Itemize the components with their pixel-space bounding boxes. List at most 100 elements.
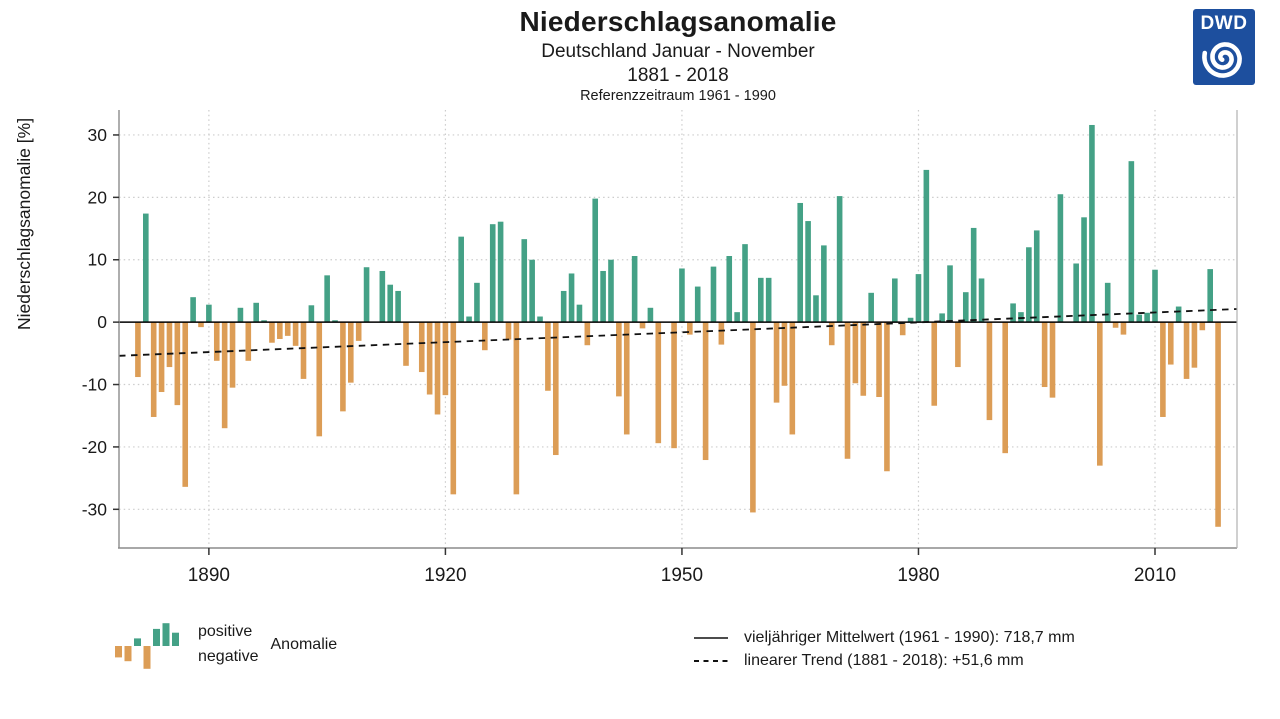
bar-1977 — [892, 278, 898, 323]
legend-mean-row: vieljähriger Mittelwert (1961 - 1990): 7… — [694, 626, 1075, 649]
bar-1955 — [718, 322, 725, 345]
bar-1969 — [828, 322, 835, 346]
bar-1967 — [813, 295, 819, 323]
bar-1889 — [198, 322, 204, 328]
dwd-spiral-icon — [1202, 42, 1242, 78]
bar-1906 — [332, 320, 338, 323]
bar-1883 — [150, 322, 157, 417]
bar-1954 — [710, 266, 717, 323]
bar-1982 — [931, 322, 938, 406]
bar-1992 — [1010, 303, 1016, 323]
bar-1897 — [261, 320, 267, 323]
bar-1975 — [876, 322, 882, 398]
legend-anomaly-label: Anomalie — [270, 636, 338, 653]
bar-1978 — [899, 322, 906, 336]
x-tick-1950: 1950 — [661, 565, 703, 586]
x-tick-1980: 1980 — [897, 565, 939, 586]
bar-1912 — [379, 270, 386, 323]
y-tick-0: 0 — [97, 312, 107, 332]
bar-1918 — [426, 322, 433, 395]
bar-1934 — [552, 322, 559, 456]
bar-1994 — [1026, 247, 1032, 323]
bar-1973 — [860, 322, 867, 396]
bar-1986 — [962, 292, 969, 323]
bar-1974 — [868, 292, 874, 323]
bar-1976 — [884, 322, 890, 472]
bar-1894 — [237, 307, 244, 323]
dashed-line-icon — [694, 659, 728, 662]
dwd-logo-label: DWD — [1200, 13, 1248, 34]
bar-1929 — [513, 322, 520, 495]
bar-1979 — [907, 317, 914, 323]
bar-1888 — [190, 297, 196, 323]
bar-2012 — [1167, 322, 1174, 365]
bar-1927 — [497, 221, 504, 323]
y-tick--20: -20 — [82, 437, 108, 457]
bar-1950 — [679, 268, 685, 323]
bar-1951 — [687, 322, 693, 335]
bar-1996 — [1041, 322, 1048, 388]
bar-1972 — [852, 322, 859, 384]
bar-2010 — [1152, 269, 1158, 323]
bar-2005 — [1112, 322, 1119, 328]
bar-1963 — [781, 322, 788, 386]
bar-2018 — [1215, 322, 1221, 527]
bar-1926 — [489, 224, 496, 323]
bar-1901 — [292, 322, 299, 346]
bar-1887 — [182, 322, 189, 487]
y-tick--30: -30 — [82, 499, 108, 519]
bar-1886 — [174, 322, 181, 406]
bar-1941 — [608, 259, 614, 323]
bar-1968 — [821, 245, 827, 323]
bar-1989 — [986, 322, 993, 421]
bar-2007 — [1128, 161, 1135, 323]
bar-1903 — [308, 305, 315, 323]
bar-1942 — [616, 322, 622, 397]
chart-period: 1881 - 2018 — [627, 65, 729, 87]
legend-lines: vieljähriger Mittelwert (1961 - 1990): 7… — [694, 626, 1075, 672]
bar-1937 — [576, 304, 583, 323]
bar-1904 — [316, 322, 323, 437]
bar-1985 — [955, 322, 961, 368]
bar-1998 — [1057, 194, 1064, 323]
bar-1981 — [923, 169, 930, 323]
bar-1964 — [789, 322, 796, 435]
bar-1962 — [773, 322, 780, 403]
bar-1991 — [1002, 322, 1009, 454]
bar-1909 — [355, 322, 362, 341]
bar-1966 — [805, 221, 811, 323]
bar-2013 — [1175, 306, 1182, 323]
bar-1925 — [482, 322, 488, 351]
bar-1936 — [568, 273, 575, 323]
bar-1956 — [726, 256, 733, 323]
bar-1932 — [537, 316, 543, 323]
y-tick-10: 10 — [88, 250, 108, 270]
bar-1913 — [387, 284, 394, 323]
bar-1931 — [529, 259, 535, 323]
bar-1939 — [592, 198, 599, 323]
bar-1899 — [277, 322, 283, 339]
bar-1957 — [734, 312, 740, 323]
bar-1885 — [166, 322, 173, 368]
bar-1896 — [253, 302, 259, 323]
solid-line-icon — [694, 636, 728, 639]
legend-anomaly: positive negative Anomalie — [112, 610, 337, 680]
bar-1993 — [1018, 312, 1024, 323]
bar-1919 — [434, 322, 441, 415]
bar-2008 — [1136, 314, 1143, 323]
bar-1890 — [206, 304, 212, 323]
bar-1947 — [655, 322, 662, 444]
bar-1953 — [702, 322, 709, 461]
chart-subtitle: Deutschland Januar - November — [541, 41, 815, 63]
bar-1946 — [647, 307, 654, 323]
bar-2002 — [1089, 124, 1095, 323]
bar-1935 — [560, 290, 567, 323]
legend-trend-row: linearer Trend (1881 - 2018): +51,6 mm — [694, 649, 1075, 672]
bar-1983 — [939, 313, 945, 323]
bar-1900 — [284, 322, 291, 336]
bar-1923 — [466, 316, 472, 323]
bar-1920 — [442, 322, 449, 396]
bar-1891 — [213, 322, 220, 361]
bar-1987 — [970, 227, 977, 323]
